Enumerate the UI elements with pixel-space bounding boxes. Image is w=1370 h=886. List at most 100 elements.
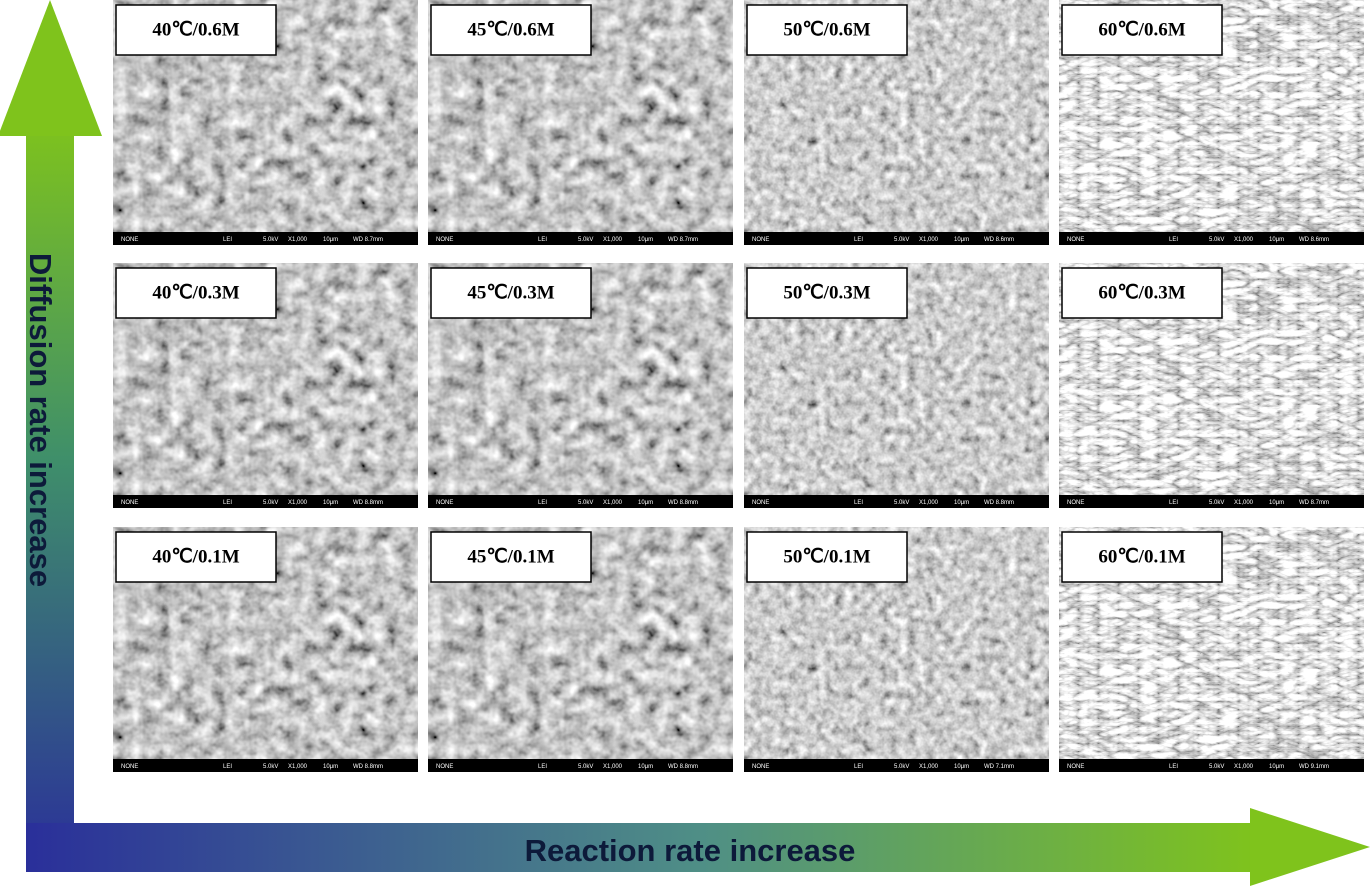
sem-panel: NONE LEI 5.0kV X1,000 10μm WD 8.7mm 45℃/0.6M (428, 0, 733, 245)
footer-text: LEI (538, 500, 547, 506)
footer-text: X1,000 (603, 764, 623, 770)
footer-text: 10μm (638, 764, 653, 770)
footer-text: X1,000 (603, 500, 623, 506)
footer-text: WD 8.6mm (984, 237, 1014, 243)
panel-label: 40℃/0.1M (152, 546, 239, 567)
label-box (115, 4, 277, 56)
label-box (115, 267, 277, 319)
footer-text: WD 9.1mm (1299, 764, 1329, 770)
sem-panel: NONE LEI 5.0kV X1,000 10μm WD 8.6mm 60℃/0.6M (1059, 0, 1364, 245)
footer-text: 10μm (638, 237, 653, 243)
footer-text: X1,000 (288, 237, 308, 243)
sem-footer (113, 495, 418, 508)
label-box (746, 267, 908, 319)
footer-text: NONE (752, 500, 769, 506)
sem-footer (1059, 759, 1364, 772)
footer-text: 5.0kV (1209, 237, 1224, 243)
footer-text: WD 8.6mm (1299, 237, 1329, 243)
footer-text: WD 8.8mm (353, 764, 383, 770)
sem-panel: NONE LEI 5.0kV X1,000 10μm WD 8.8mm 40℃/0.3M (113, 263, 418, 508)
sem-panel: NONE LEI 5.0kV X1,000 10μm WD 7.1mm 50℃/0.1M (744, 527, 1049, 772)
sem-footer (428, 495, 733, 508)
x-axis-label: Reaction rate increase (525, 833, 856, 868)
footer-text: 5.0kV (578, 500, 593, 506)
footer-text: WD 8.7mm (1299, 500, 1329, 506)
label-box (1061, 267, 1223, 319)
footer-text: X1,000 (1234, 237, 1254, 243)
footer-text: 10μm (954, 237, 969, 243)
footer-text: 5.0kV (1209, 500, 1224, 506)
footer-text: WD 8.8mm (668, 500, 698, 506)
footer-text: 10μm (954, 500, 969, 506)
footer-text: X1,000 (603, 237, 623, 243)
footer-text: LEI (1169, 500, 1178, 506)
footer-text: WD 8.7mm (668, 237, 698, 243)
sem-footer (1059, 495, 1364, 508)
sem-footer (744, 495, 1049, 508)
footer-text: X1,000 (1234, 764, 1254, 770)
panel-label: 40℃/0.6M (152, 19, 239, 40)
footer-text: LEI (854, 764, 863, 770)
panel-label: 40℃/0.3M (152, 282, 239, 303)
footer-text: 10μm (323, 764, 338, 770)
sem-panel: NONE LEI 5.0kV X1,000 10μm WD 9.1mm 60℃/0.1M (1059, 527, 1364, 772)
footer-text: LEI (223, 500, 232, 506)
panel-grid: NONE LEI 5.0kV X1,000 10μm WD 8.7mm 40℃/0.6M NO… (113, 0, 1364, 772)
sem-footer (744, 232, 1049, 245)
footer-text: LEI (854, 500, 863, 506)
footer-text: NONE (121, 237, 138, 243)
sem-footer (744, 759, 1049, 772)
sem-footer (428, 232, 733, 245)
footer-text: 5.0kV (263, 500, 278, 506)
footer-text: WD 7.1mm (984, 764, 1014, 770)
footer-text: 5.0kV (263, 764, 278, 770)
footer-text: 5.0kV (578, 764, 593, 770)
sem-panel: NONE LEI 5.0kV X1,000 10μm WD 8.7mm 40℃/0.6M (113, 0, 418, 245)
panel-label: 45℃/0.3M (467, 282, 554, 303)
footer-text: 10μm (1269, 764, 1284, 770)
footer-text: 5.0kV (1209, 764, 1224, 770)
label-box (430, 531, 592, 583)
footer-text: NONE (1067, 237, 1084, 243)
footer-text: NONE (436, 764, 453, 770)
label-box (746, 531, 908, 583)
footer-text: X1,000 (288, 764, 308, 770)
footer-text: LEI (223, 237, 232, 243)
panel-label: 60℃/0.6M (1098, 19, 1185, 40)
y-axis-label: Diffusion rate increase (23, 253, 58, 587)
sem-panel: NONE LEI 5.0kV X1,000 10μm WD 8.8mm 50℃/0.3M (744, 263, 1049, 508)
panel-label: 45℃/0.6M (467, 19, 554, 40)
footer-text: X1,000 (919, 500, 939, 506)
footer-text: 5.0kV (578, 237, 593, 243)
footer-text: NONE (1067, 500, 1084, 506)
sem-panel: NONE LEI 5.0kV X1,000 10μm WD 8.8mm 45℃/0.3M (428, 263, 733, 508)
footer-text: 5.0kV (894, 237, 909, 243)
footer-text: 5.0kV (894, 500, 909, 506)
footer-text: 10μm (1269, 237, 1284, 243)
sem-panel: NONE LEI 5.0kV X1,000 10μm WD 8.7mm 60℃/0.3M (1059, 263, 1364, 508)
footer-text: 5.0kV (263, 237, 278, 243)
footer-text: WD 8.8mm (984, 500, 1014, 506)
footer-text: X1,000 (919, 237, 939, 243)
footer-text: WD 8.8mm (353, 500, 383, 506)
footer-text: X1,000 (288, 500, 308, 506)
footer-text: NONE (752, 764, 769, 770)
footer-text: LEI (1169, 237, 1178, 243)
footer-text: 5.0kV (894, 764, 909, 770)
label-box (1061, 531, 1223, 583)
footer-text: NONE (752, 237, 769, 243)
sem-footer (428, 759, 733, 772)
panel-label: 60℃/0.1M (1098, 546, 1185, 567)
footer-text: LEI (538, 764, 547, 770)
footer-text: X1,000 (1234, 500, 1254, 506)
footer-text: LEI (854, 237, 863, 243)
sem-footer (113, 759, 418, 772)
panel-label: 50℃/0.1M (783, 546, 870, 567)
panel-label: 45℃/0.1M (467, 546, 554, 567)
label-box (1061, 4, 1223, 56)
label-box (746, 4, 908, 56)
label-box (430, 267, 592, 319)
sem-footer (113, 232, 418, 245)
footer-text: NONE (121, 500, 138, 506)
